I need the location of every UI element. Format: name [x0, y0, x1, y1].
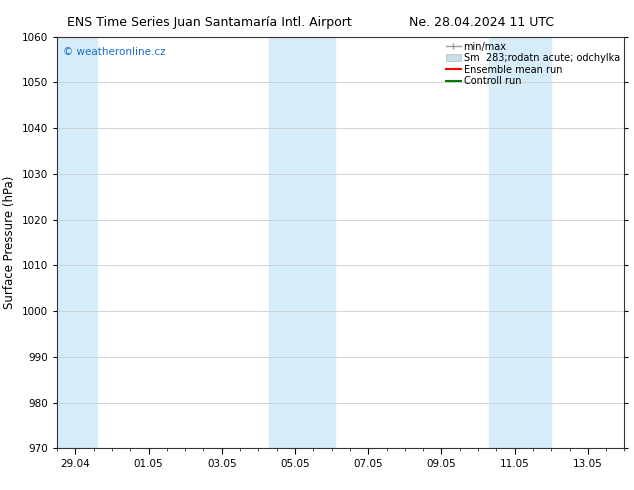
Bar — [489, 37, 552, 448]
Y-axis label: Surface Pressure (hPa): Surface Pressure (hPa) — [3, 176, 16, 309]
Text: Ne. 28.04.2024 11 UTC: Ne. 28.04.2024 11 UTC — [410, 16, 554, 29]
Legend: min/max, Sm  283;rodatn acute; odchylka, Ensemble mean run, Controll run: min/max, Sm 283;rodatn acute; odchylka, … — [444, 40, 621, 88]
Text: ENS Time Series Juan Santamaría Intl. Airport: ENS Time Series Juan Santamaría Intl. Ai… — [67, 16, 352, 29]
Bar — [269, 37, 335, 448]
Text: © weatheronline.cz: © weatheronline.cz — [63, 47, 165, 57]
Bar — [57, 37, 98, 448]
